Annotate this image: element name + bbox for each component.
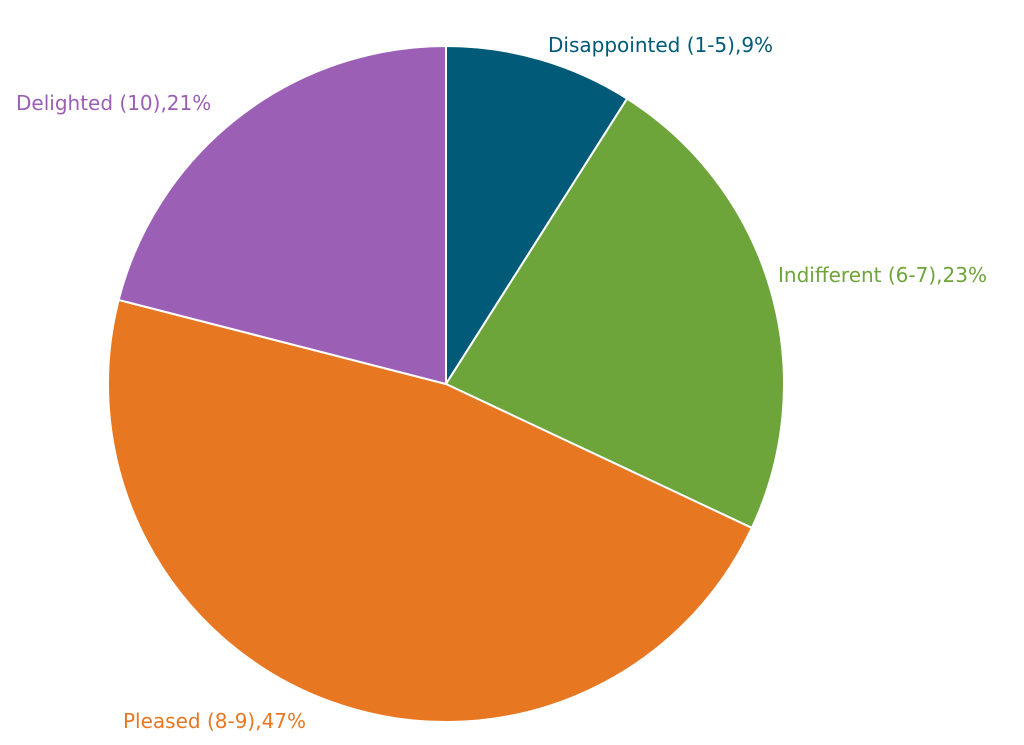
pie-labels: Disappointed (1-5),9% Indifferent (6-7),…	[16, 33, 987, 733]
slice-label-pleased: Pleased (8-9),47%	[123, 709, 306, 733]
pie-slices	[107, 44, 785, 723]
pie-slice-delighted	[117, 44, 447, 386]
pie-slice-pleased	[107, 298, 754, 723]
slice-label-delighted: Delighted (10),21%	[16, 91, 211, 115]
slice-label-indifferent: Indifferent (6-7),23%	[778, 263, 987, 287]
pie-slice-disappointed	[445, 44, 629, 388]
pie-slice-indifferent	[444, 97, 785, 530]
slice-label-disappointed: Disappointed (1-5),9%	[548, 33, 773, 57]
